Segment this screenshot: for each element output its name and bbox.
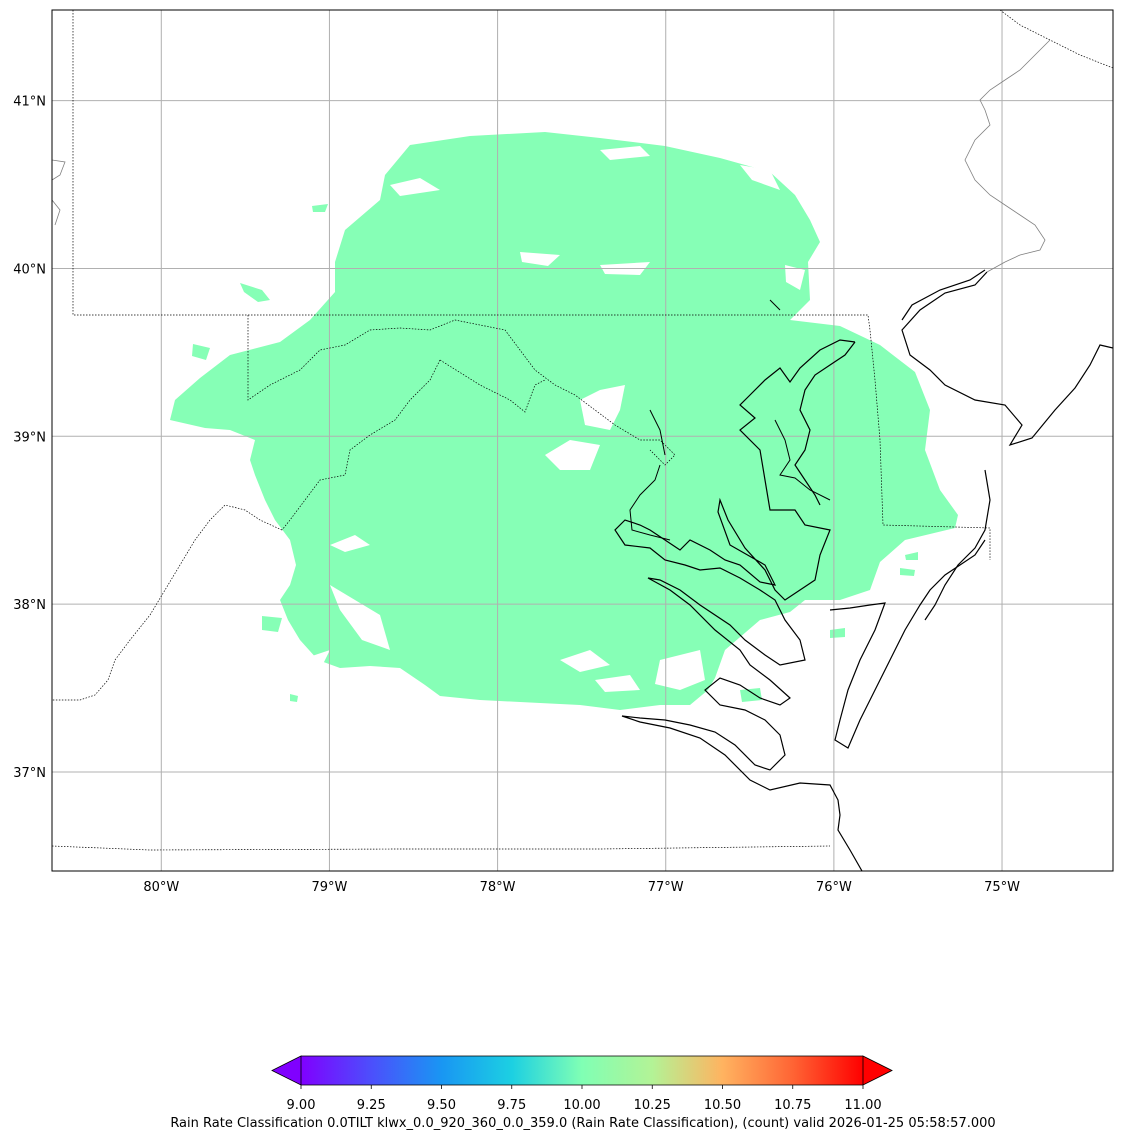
state-border	[281, 359, 546, 531]
coastline-bay	[614, 339, 863, 871]
rain-rate-patch	[905, 552, 918, 560]
field-gap	[330, 535, 370, 552]
colorbar-tick-label: 10.00	[563, 1098, 600, 1113]
colorbar-caption: Rain Rate Classification 0.0TILT klwx_0.…	[170, 1116, 996, 1131]
colorbar-extend-min	[271, 1055, 302, 1086]
coastline-eastern-shore	[794, 269, 986, 749]
colorbar: 9.00 9.25 9.50 9.75 10.00 10.25 10.50 10.75 11.0…	[271, 1055, 893, 1113]
precipitation-field	[170, 132, 958, 710]
state-border	[247, 315, 676, 466]
state-border	[52, 504, 283, 701]
latitude-labels: 37°N 38°N 39°N 40°N 41°N	[13, 95, 46, 781]
state-border-gray	[964, 39, 1051, 273]
rain-rate-patch	[900, 568, 915, 576]
lon-tick-label: 80°W	[143, 880, 179, 895]
field-gap	[785, 265, 805, 290]
lon-tick-label: 77°W	[648, 880, 684, 895]
colorbar-tick-label: 9.00	[287, 1098, 316, 1113]
boundaries	[52, 10, 1113, 871]
lat-tick-label: 40°N	[13, 262, 46, 277]
colorbar-ticks: 9.00 9.25 9.50 9.75 10.00 10.25 10.50 10.75 11.0…	[287, 1085, 882, 1113]
lat-tick-label: 37°N	[13, 766, 46, 781]
field-gap	[600, 146, 650, 160]
field-gap	[520, 252, 560, 266]
colorbar-tick-label: 10.75	[774, 1098, 811, 1113]
lat-tick-label: 41°N	[13, 95, 46, 110]
rain-rate-patch	[830, 628, 845, 638]
coastline	[901, 271, 1113, 447]
state-border	[72, 10, 991, 560]
field-gap	[545, 440, 600, 470]
field-gap	[740, 165, 780, 190]
rain-rate-patch	[290, 694, 298, 702]
map-frame	[51, 9, 1114, 872]
longitude-labels: 80°W 79°W 78°W 77°W 76°W 75°W	[143, 880, 1020, 895]
field-gap	[330, 585, 390, 650]
rain-rate-patch	[240, 283, 270, 302]
lon-tick-label: 78°W	[480, 880, 516, 895]
colorbar-tick-label: 9.50	[427, 1098, 456, 1113]
coastline-inner	[629, 299, 831, 541]
colorbar-tick-label: 9.75	[497, 1098, 526, 1113]
state-border	[999, 10, 1113, 69]
field-gap	[595, 675, 640, 692]
colorbar-tick-label: 11.00	[844, 1098, 881, 1113]
lon-tick-label: 79°W	[311, 880, 347, 895]
lon-tick-label: 75°W	[984, 880, 1020, 895]
rain-rate-patch	[262, 616, 282, 632]
colorbar-tick-label: 9.25	[357, 1098, 386, 1113]
rain-rate-patch	[312, 204, 328, 212]
state-border-gray	[52, 159, 66, 226]
lon-tick-label: 76°W	[816, 880, 852, 895]
rain-rate-area	[170, 132, 958, 710]
field-gap	[580, 385, 625, 430]
lat-tick-label: 38°N	[13, 598, 46, 613]
field-gap	[560, 650, 610, 672]
colorbar-extend-max	[862, 1055, 893, 1086]
field-gap	[390, 178, 440, 196]
colorbar-tick-label: 10.50	[704, 1098, 741, 1113]
colorbar-tick-label: 10.25	[634, 1098, 671, 1113]
lat-tick-label: 39°N	[13, 430, 46, 445]
field-gap	[300, 650, 330, 675]
rain-rate-patch	[192, 344, 210, 360]
field-gap	[655, 650, 705, 690]
rain-rate-patch	[740, 688, 762, 702]
colorbar-bar	[301, 1056, 863, 1085]
state-border	[52, 845, 831, 851]
coastline	[924, 469, 991, 621]
